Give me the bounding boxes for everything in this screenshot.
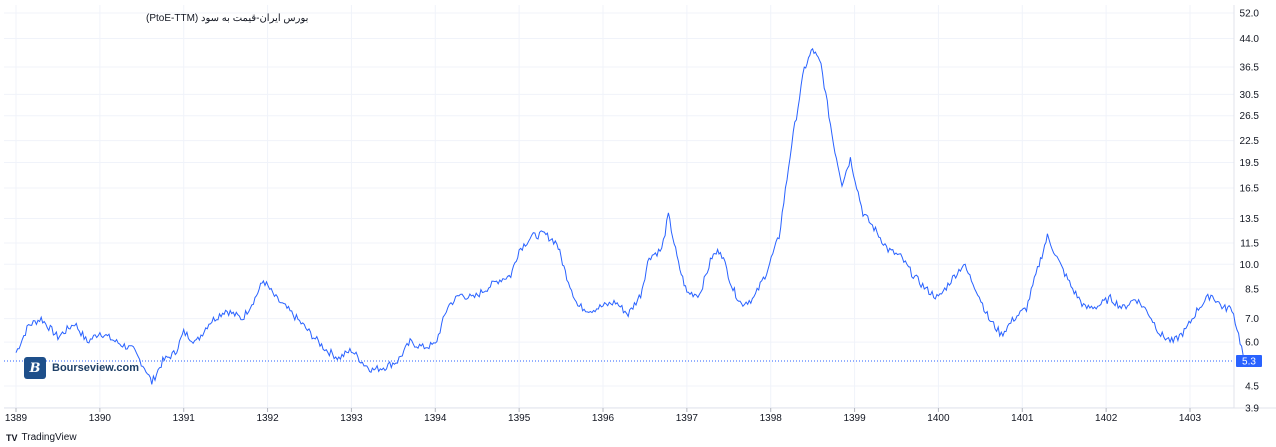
x-tick-label: 1401	[1011, 413, 1034, 424]
x-tick-label: 1399	[843, 413, 866, 424]
x-tick-label: 1403	[1179, 413, 1202, 424]
y-tick-label: 22.5	[1240, 136, 1260, 147]
y-tick-label: 36.5	[1240, 62, 1260, 73]
x-tick-label: 1392	[256, 413, 279, 424]
y-tick-label: 52.0	[1240, 9, 1260, 20]
y-tick-label: 11.5	[1240, 238, 1259, 249]
y-tick-label: 30.5	[1240, 90, 1260, 101]
x-tick-label: 1391	[173, 413, 196, 424]
x-tick-label: 1394	[424, 413, 447, 424]
chart-title: بورس ایران-قیمت به سود (PtoE-TTM)	[146, 13, 308, 24]
series-line-pe	[15, 47, 1245, 385]
x-tick-label: 1393	[340, 413, 363, 424]
y-tick-label: 8.5	[1245, 285, 1259, 296]
y-tick-label: 10.0	[1240, 260, 1260, 271]
x-tick-label: 1400	[927, 413, 950, 424]
x-tick-label: 1389	[5, 413, 28, 424]
y-tick-label: 13.5	[1240, 214, 1260, 225]
bourseview-watermark: B Bourseview.com	[24, 357, 139, 379]
x-tick-label: 1390	[89, 413, 112, 424]
tradingview-logo-icon: TV	[6, 432, 18, 443]
y-tick-label: 7.0	[1245, 314, 1259, 325]
tradingview-label: TradingView	[21, 432, 77, 443]
y-tick-label: 4.5	[1245, 381, 1259, 392]
x-tick-label: 1395	[508, 413, 531, 424]
y-tick-label: 19.5	[1240, 158, 1260, 169]
y-axis-ticks: 52.0 44.0 36.5 30.5 26.5 22.5 19.5 16.5 13.5 11.5…	[1240, 9, 1260, 415]
tradingview-attribution[interactable]: TV TradingView	[6, 432, 77, 443]
y-tick-label: 26.5	[1240, 111, 1260, 122]
grid-lines	[4, 5, 1234, 409]
y-tick-label: 16.5	[1240, 183, 1260, 194]
y-tick-label: 6.0	[1245, 338, 1259, 349]
y-tick-label: 44.0	[1240, 34, 1260, 45]
bourseview-logo-icon: B	[24, 357, 46, 379]
x-axis-ticks: 1389 1390 1391 1392 1393 1394 1395 1396 1397 1398…	[5, 408, 1202, 424]
x-tick-label: 1396	[592, 413, 615, 424]
last-value-badge: 5.3	[1236, 355, 1262, 368]
x-tick-label: 1402	[1095, 413, 1118, 424]
x-tick-label: 1398	[760, 413, 783, 424]
y-tick-label: 3.9	[1245, 403, 1259, 414]
brand-name: Bourseview.com	[52, 362, 140, 374]
x-tick-label: 1397	[676, 413, 699, 424]
last-value-label: 5.3	[1242, 357, 1256, 368]
